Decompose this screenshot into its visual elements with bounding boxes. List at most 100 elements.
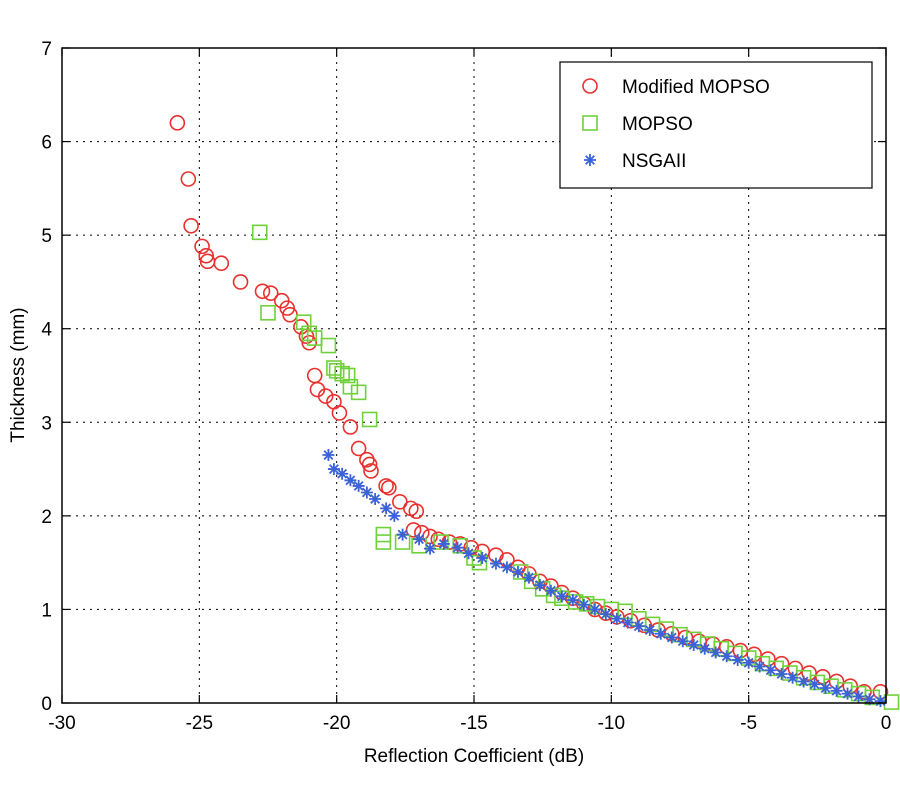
data-point-square (452, 537, 469, 554)
data-point-star (424, 542, 437, 555)
data-point-star (830, 684, 843, 697)
data-point-circle (254, 283, 271, 300)
data-point-star (852, 690, 865, 703)
legend: Modified MOPSO MOPSO NSGAII (559, 61, 873, 189)
data-point-star (555, 590, 568, 603)
data-point-circle (213, 255, 230, 272)
data-point-circle (363, 463, 379, 479)
data-point-square (251, 224, 268, 241)
data-points (169, 115, 900, 710)
x-axis-label: Reflection Coefficient (dB) (364, 746, 584, 767)
y-tick-label: 6 (41, 133, 52, 154)
data-point-star (643, 624, 656, 637)
x-tick-label: -30 (48, 713, 75, 734)
data-point-circle (408, 503, 425, 519)
data-point-circle (301, 334, 318, 351)
data-point-star (874, 695, 887, 708)
data-point-circle (587, 601, 603, 618)
data-point-circle (342, 419, 359, 435)
data-point-square (320, 337, 337, 354)
data-point-star (500, 561, 513, 574)
data-point-square (350, 384, 367, 401)
data-point-square (328, 363, 345, 379)
data-point-star (863, 693, 876, 706)
data-point-star (808, 678, 821, 691)
data-point-square (433, 534, 449, 550)
y-tick-label: 2 (41, 507, 52, 528)
data-point-circle (622, 612, 639, 629)
data-point-square (339, 367, 356, 384)
data-point-star (566, 594, 579, 607)
data-point-star (544, 584, 557, 597)
data-point-star (396, 528, 409, 541)
data-point-square (295, 314, 312, 330)
data-point-star (344, 474, 357, 487)
y-axis-label: Thickness (mm) (8, 307, 29, 442)
data-point-star (797, 675, 810, 688)
data-point-star (819, 682, 832, 695)
data-point-circle (194, 238, 210, 255)
data-point-square (375, 534, 392, 550)
data-point-star (698, 642, 711, 655)
data-point-square (567, 594, 584, 610)
data-point-square (864, 689, 881, 706)
legend-label: NSGAII (622, 151, 686, 172)
data-point-circle (180, 171, 197, 187)
data-point-circle (760, 651, 776, 667)
legend-marker-circle (582, 78, 598, 94)
data-point-star (665, 631, 678, 644)
x-tick-label: -15 (460, 713, 487, 734)
legend-marker-square (582, 115, 598, 131)
data-point-star (610, 612, 623, 625)
legend-marker-star (584, 154, 596, 166)
data-point-star (511, 566, 524, 578)
data-point-circle (169, 115, 186, 131)
data-point-star (388, 509, 401, 522)
x-tick-label: -20 (323, 713, 350, 734)
y-tick-label: 5 (41, 226, 52, 247)
data-point-star (775, 667, 788, 680)
x-tick-label: 0 (881, 713, 892, 734)
data-point-square (883, 694, 900, 710)
data-point-star (522, 571, 535, 584)
data-point-star (380, 502, 393, 515)
x-tick-labels: -30 -25 -20 -15 -10 -5 0 (48, 713, 891, 734)
legend-box (559, 61, 873, 189)
axis-ticks (61, 47, 887, 704)
data-point-circle (378, 478, 394, 494)
y-tick-label: 4 (41, 320, 52, 341)
data-point-square (342, 378, 359, 395)
y-tick-label: 7 (41, 39, 52, 60)
data-point-star (687, 638, 700, 651)
data-point-star (654, 627, 667, 640)
data-point-star (336, 467, 349, 480)
data-point-star (621, 616, 634, 629)
data-point-star (462, 547, 475, 560)
y-tick-label: 1 (41, 600, 52, 621)
data-point-star (753, 660, 766, 673)
data-point-star (720, 650, 733, 663)
data-point-star (489, 557, 502, 570)
data-point-circle (232, 274, 249, 290)
data-point-circle (361, 456, 378, 473)
data-point-star (533, 579, 546, 592)
data-point-star (632, 620, 645, 633)
data-point-star (764, 664, 777, 677)
y-tick-labels: 0 1 2 3 4 5 6 7 (41, 39, 52, 715)
series-star (322, 449, 887, 708)
data-point-star (451, 541, 464, 554)
data-point-circle (331, 405, 348, 421)
data-point-circle (430, 531, 447, 548)
data-point-star (676, 635, 689, 648)
data-point-circle (183, 217, 199, 234)
data-point-star (588, 603, 601, 616)
x-tick-label: -25 (186, 713, 213, 734)
data-point-square (334, 365, 350, 382)
y-tick-label: 3 (41, 413, 52, 434)
data-point-circle (815, 668, 831, 685)
data-point-circle (405, 522, 422, 538)
data-point-star (742, 656, 755, 669)
legend-label: MOPSO (622, 114, 693, 135)
x-tick-label: -10 (598, 713, 625, 734)
